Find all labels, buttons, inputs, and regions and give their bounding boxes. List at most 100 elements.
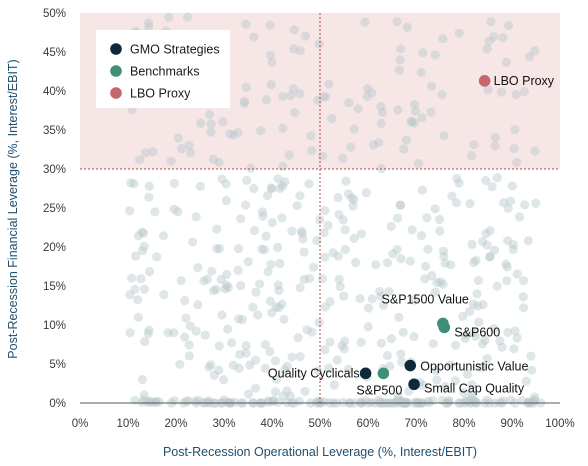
background-point: [273, 280, 283, 290]
background-point: [349, 233, 359, 243]
background-point: [241, 19, 251, 29]
background-point: [362, 91, 372, 102]
background-point: [477, 363, 487, 373]
background-point: [320, 345, 330, 355]
background-point: [277, 181, 288, 191]
background-point: [473, 275, 483, 285]
background-point: [468, 328, 479, 338]
background-point: [222, 269, 232, 280]
background-point: [417, 112, 427, 123]
background-point: [432, 375, 442, 385]
background-point: [278, 123, 288, 133]
background-point: [363, 84, 373, 94]
background-point: [334, 209, 344, 220]
x-tick-label: 80%: [452, 418, 475, 430]
x-tick-label: 60%: [356, 418, 379, 430]
background-point: [525, 52, 535, 62]
background-point: [492, 173, 502, 183]
background-point: [481, 229, 491, 239]
background-point: [470, 331, 481, 341]
background-point: [263, 267, 273, 277]
background-point: [159, 289, 169, 300]
background-point: [212, 244, 222, 254]
background-point: [374, 137, 384, 148]
background-point: [473, 301, 483, 311]
background-point: [221, 195, 231, 206]
background-point: [205, 109, 215, 120]
background-point: [193, 300, 203, 310]
background-point: [300, 31, 310, 41]
background-point: [338, 153, 348, 163]
background-point: [431, 365, 441, 376]
point-label: Quality Cyclicals: [268, 366, 360, 380]
background-point: [256, 126, 266, 136]
background-point: [356, 337, 366, 348]
background-point: [249, 32, 259, 42]
background-point: [328, 248, 338, 258]
legend-marker: [110, 87, 122, 99]
background-point: [334, 274, 344, 284]
background-point: [509, 143, 519, 154]
background-point: [139, 395, 149, 405]
background-point: [258, 211, 268, 221]
background-point: [298, 234, 308, 244]
background-point: [418, 48, 428, 58]
background-point: [292, 201, 302, 211]
background-point: [255, 279, 265, 289]
legend: GMO Strategies Benchmarks LBO Proxy: [96, 30, 230, 108]
background-point: [202, 274, 213, 284]
y-tick-label: 15%: [43, 281, 66, 293]
background-point: [140, 148, 151, 158]
background-point: [430, 204, 440, 214]
point-label: Opportunistic Value: [420, 360, 528, 374]
background-point: [214, 243, 225, 254]
background-point: [471, 255, 481, 265]
background-point: [530, 146, 540, 156]
background-point: [427, 81, 437, 91]
background-point: [478, 299, 488, 310]
background-point: [325, 296, 335, 307]
background-point: [335, 281, 345, 292]
background-point: [369, 140, 379, 150]
background-point: [249, 225, 260, 236]
background-point: [191, 212, 201, 222]
background-point: [347, 193, 357, 203]
background-point: [497, 342, 507, 352]
background-point: [398, 327, 408, 337]
background-point: [294, 396, 305, 406]
background-point: [295, 352, 305, 362]
y-tick-label: 20%: [43, 242, 66, 254]
background-point: [272, 374, 282, 384]
background-point: [265, 296, 276, 306]
background-point: [180, 296, 190, 306]
y-tick-label: 5%: [49, 359, 66, 371]
background-point: [277, 213, 287, 223]
background-point: [282, 361, 292, 371]
background-point: [530, 46, 540, 56]
background-point: [320, 206, 330, 216]
background-point: [363, 322, 373, 332]
background-point: [521, 376, 531, 386]
background-point: [234, 314, 244, 324]
background-point: [308, 262, 319, 272]
background-point: [233, 243, 244, 254]
background-point: [428, 339, 438, 349]
highlight-point: [359, 367, 372, 380]
background-point: [296, 226, 307, 236]
background-point: [338, 215, 348, 225]
legend-label: GMO Strategies: [130, 43, 220, 57]
background-point: [245, 360, 255, 370]
background-point: [299, 247, 309, 257]
background-point: [225, 129, 235, 139]
background-point: [485, 251, 495, 261]
background-point: [512, 269, 522, 279]
background-point: [133, 231, 144, 241]
background-point: [503, 203, 513, 214]
background-point: [529, 395, 540, 405]
background-point: [211, 284, 221, 294]
background-point: [477, 236, 488, 247]
background-point: [438, 34, 448, 44]
background-point: [439, 131, 449, 141]
x-tick-label: 10%: [116, 418, 139, 430]
background-point: [271, 302, 281, 312]
